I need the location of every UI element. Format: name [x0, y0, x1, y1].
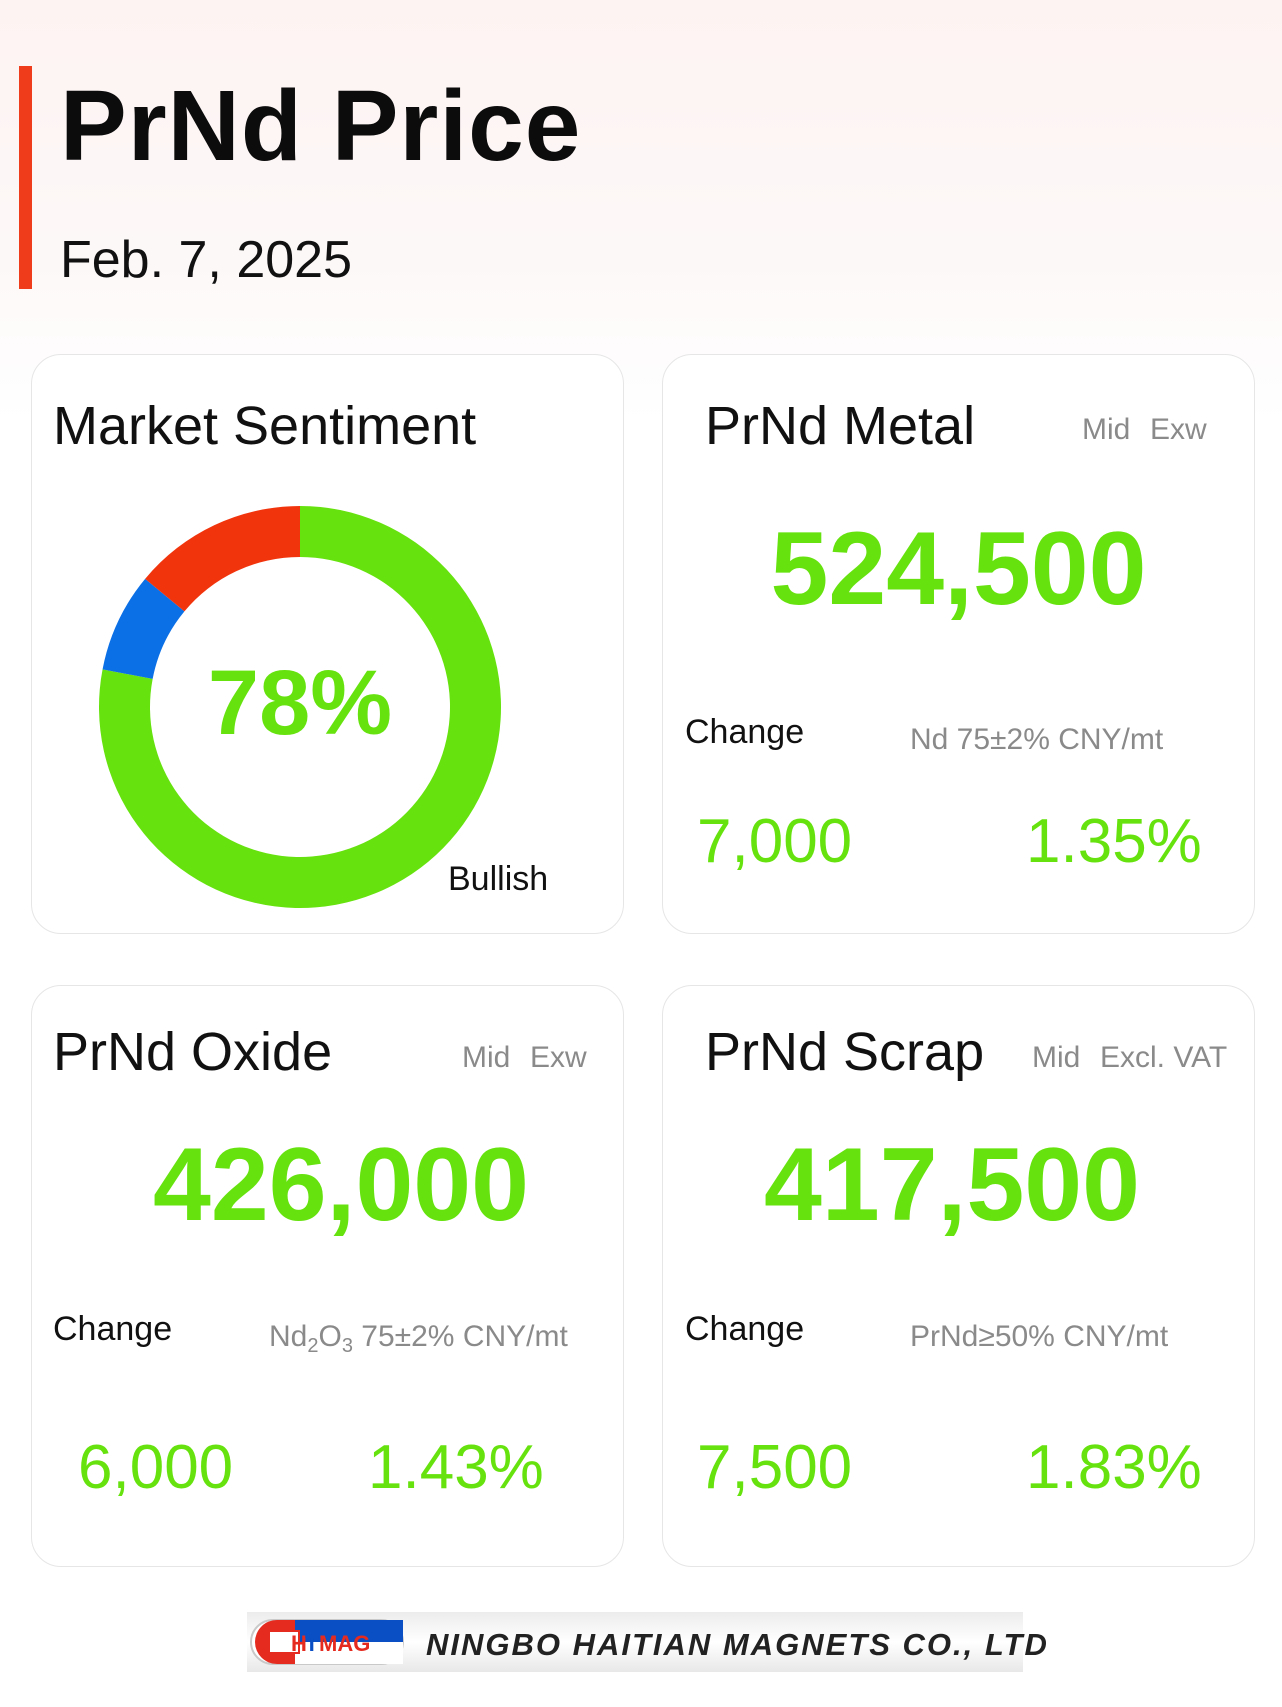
metal-price: 524,500 — [770, 511, 1147, 627]
scrap-price: 417,500 — [764, 1127, 1140, 1243]
sentiment-label: Bullish — [448, 860, 549, 898]
oxide-price: 426,000 — [153, 1127, 529, 1243]
svg-text:T: T — [305, 1631, 319, 1656]
metal-change-pct: 1.35% — [1026, 807, 1202, 876]
oxide-change-abs: 6,000 — [78, 1433, 234, 1502]
oxide-tag-basis: Exw — [530, 1041, 587, 1074]
accent-bar — [19, 66, 32, 289]
sentiment-donut — [99, 506, 501, 908]
donut-segment-bearish — [145, 506, 300, 612]
sentiment-percent: 78% — [207, 652, 393, 754]
sentiment-title: Market Sentiment — [53, 396, 477, 456]
company-logo: H T MAG — [250, 1619, 404, 1665]
metal-card — [662, 354, 1255, 934]
metal-spec: Nd 75±2% CNY/mt — [910, 723, 1164, 756]
svg-text:MAG: MAG — [319, 1631, 370, 1656]
oxide-title: PrNd Oxide — [53, 1022, 333, 1082]
scrap-title: PrNd Scrap — [705, 1022, 985, 1082]
metal-tag-mid: Mid — [1082, 413, 1131, 446]
company-name: NINGBO HAITIAN MAGNETS CO., LTD — [426, 1627, 1049, 1662]
oxide-tag-mid: Mid — [462, 1041, 511, 1074]
oxide-spec: Nd2O3 75±2% CNY/mt — [269, 1320, 568, 1357]
scrap-card — [662, 985, 1255, 1567]
page-title: PrNd Price — [60, 70, 582, 182]
metal-change-abs: 7,000 — [697, 807, 853, 876]
page-date: Feb. 7, 2025 — [60, 231, 352, 289]
scrap-tag-mid: Mid — [1032, 1041, 1081, 1074]
svg-text:H: H — [291, 1631, 307, 1656]
scrap-change-label: Change — [685, 1310, 805, 1348]
oxide-change-pct: 1.43% — [368, 1433, 544, 1502]
scrap-tag-basis: Excl. VAT — [1100, 1041, 1228, 1074]
metal-change-label: Change — [685, 713, 805, 751]
oxide-change-label: Change — [53, 1310, 173, 1348]
donut-segment-neutral — [102, 578, 185, 679]
scrap-change-pct: 1.83% — [1026, 1433, 1202, 1502]
scrap-spec: PrNd≥50% CNY/mt — [910, 1320, 1169, 1353]
metal-tag-basis: Exw — [1150, 413, 1207, 446]
metal-title: PrNd Metal — [705, 396, 976, 456]
scrap-change-abs: 7,500 — [697, 1433, 853, 1502]
oxide-card — [31, 985, 624, 1567]
